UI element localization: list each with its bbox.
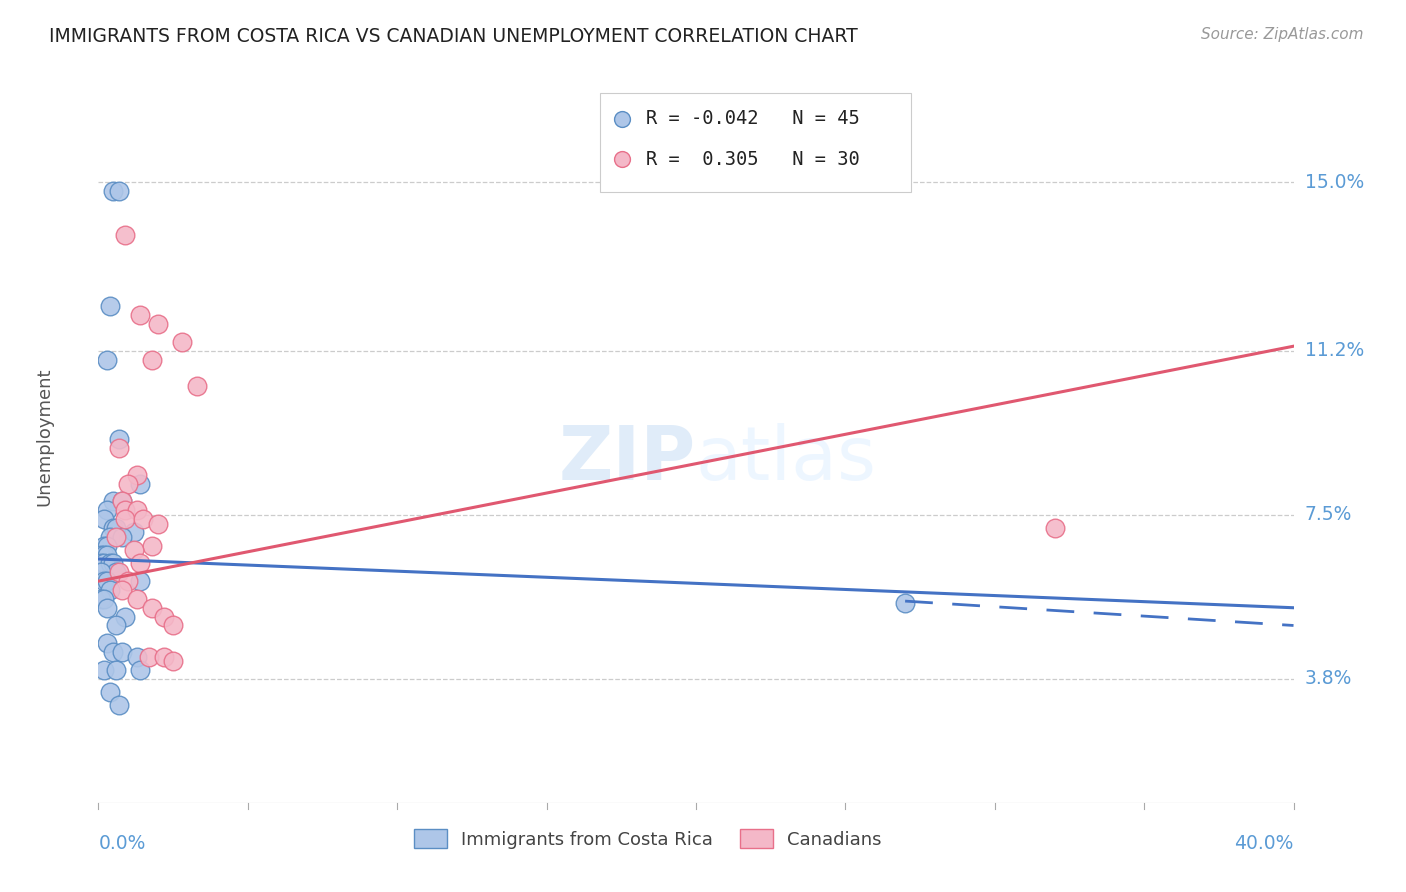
Point: [129, 308, 152, 322]
Point: [141, 539, 163, 553]
Point: [148, 317, 170, 331]
Point: [153, 609, 176, 624]
Point: [172, 334, 194, 349]
Point: [103, 521, 125, 535]
Point: [111, 530, 134, 544]
Point: [96, 352, 118, 367]
Point: [98, 530, 122, 544]
Point: [129, 476, 152, 491]
Point: [129, 557, 152, 571]
Point: [93, 557, 115, 571]
Point: [127, 649, 149, 664]
Point: [127, 503, 149, 517]
Point: [111, 494, 134, 508]
Point: [93, 591, 115, 606]
Point: [98, 582, 122, 597]
Text: ZIP: ZIP: [558, 423, 696, 496]
Point: [105, 663, 128, 677]
Text: R =  0.305   N = 30: R = 0.305 N = 30: [645, 150, 859, 169]
Point: [105, 530, 128, 544]
Point: [114, 609, 136, 624]
Point: [124, 525, 146, 540]
Point: [105, 566, 128, 580]
Point: [114, 512, 136, 526]
Point: [98, 685, 122, 699]
Point: [90, 566, 112, 580]
Point: [90, 548, 112, 562]
Point: [108, 698, 131, 713]
Point: [894, 596, 917, 610]
Point: [111, 582, 134, 597]
Text: Unemployment: Unemployment: [35, 368, 53, 507]
Point: [93, 512, 115, 526]
Point: [93, 663, 115, 677]
Point: [96, 503, 118, 517]
Point: [103, 645, 125, 659]
Point: [138, 649, 160, 664]
Point: [162, 618, 184, 632]
Text: 3.8%: 3.8%: [1305, 669, 1353, 688]
Point: [108, 566, 131, 580]
Point: [100, 798, 122, 813]
Point: [186, 379, 208, 393]
Point: [117, 574, 139, 589]
Point: [117, 476, 139, 491]
Point: [90, 591, 112, 606]
Point: [96, 539, 118, 553]
Text: 40.0%: 40.0%: [1234, 834, 1294, 853]
Point: [96, 636, 118, 650]
Point: [100, 801, 122, 815]
Point: [93, 574, 115, 589]
Point: [103, 184, 125, 198]
Text: atlas: atlas: [696, 423, 877, 496]
Point: [105, 521, 128, 535]
Text: R = -0.042   N = 45: R = -0.042 N = 45: [645, 110, 859, 128]
Text: 11.2%: 11.2%: [1305, 341, 1364, 360]
Text: Source: ZipAtlas.com: Source: ZipAtlas.com: [1201, 27, 1364, 42]
Point: [103, 557, 125, 571]
Text: 7.5%: 7.5%: [1305, 505, 1353, 524]
Point: [98, 557, 122, 571]
Point: [132, 512, 155, 526]
Point: [108, 432, 131, 446]
Point: [162, 654, 184, 668]
Text: 0.0%: 0.0%: [98, 834, 146, 853]
Point: [93, 548, 115, 562]
Point: [114, 503, 136, 517]
Point: [105, 618, 128, 632]
Point: [96, 600, 118, 615]
Point: [1043, 521, 1066, 535]
Point: [96, 574, 118, 589]
Legend: Immigrants from Costa Rica, Canadians: Immigrants from Costa Rica, Canadians: [408, 822, 889, 856]
Point: [96, 548, 118, 562]
Point: [141, 352, 163, 367]
Point: [90, 557, 112, 571]
Point: [148, 516, 170, 531]
Point: [153, 649, 176, 664]
Point: [124, 543, 146, 558]
Point: [93, 539, 115, 553]
Point: [111, 645, 134, 659]
Text: IMMIGRANTS FROM COSTA RICA VS CANADIAN UNEMPLOYMENT CORRELATION CHART: IMMIGRANTS FROM COSTA RICA VS CANADIAN U…: [49, 27, 858, 45]
Point: [111, 494, 134, 508]
Point: [127, 467, 149, 482]
Text: 15.0%: 15.0%: [1305, 173, 1364, 192]
FancyBboxPatch shape: [600, 94, 911, 192]
Point: [108, 184, 131, 198]
Point: [129, 574, 152, 589]
Point: [114, 228, 136, 243]
Point: [103, 494, 125, 508]
Point: [98, 299, 122, 313]
Point: [127, 591, 149, 606]
Point: [108, 441, 131, 455]
Point: [129, 663, 152, 677]
Point: [141, 600, 163, 615]
